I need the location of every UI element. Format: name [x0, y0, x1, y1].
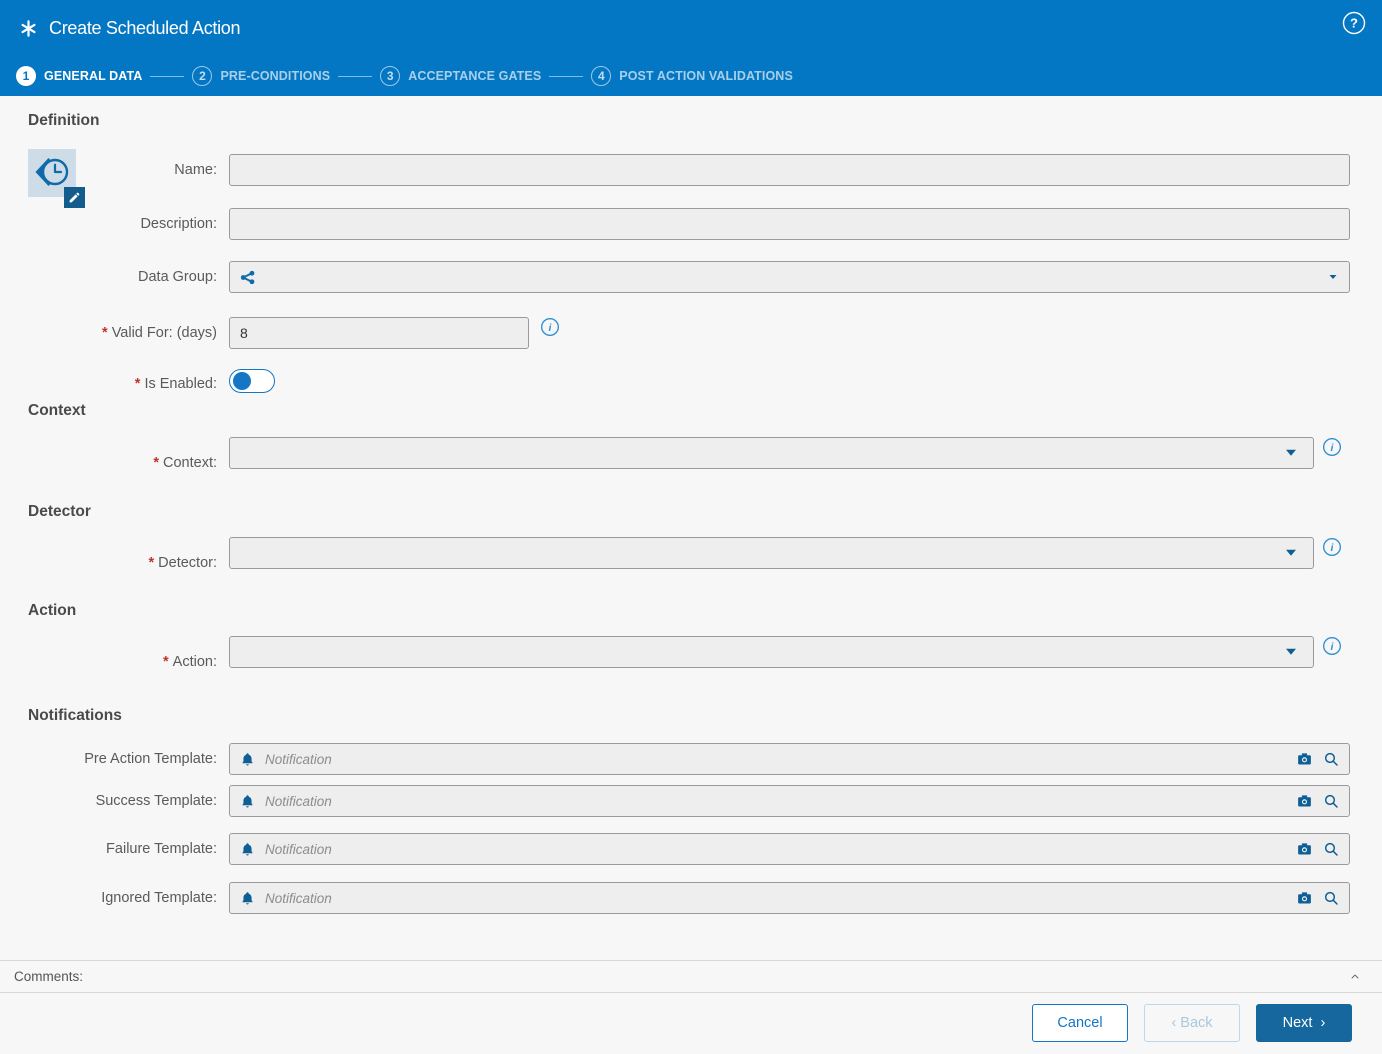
svg-text:i: i: [549, 323, 553, 334]
svg-text:?: ?: [1350, 16, 1358, 31]
svg-text:i: i: [1331, 642, 1335, 653]
svg-text:i: i: [1331, 543, 1335, 554]
svg-text:i: i: [1331, 443, 1335, 454]
